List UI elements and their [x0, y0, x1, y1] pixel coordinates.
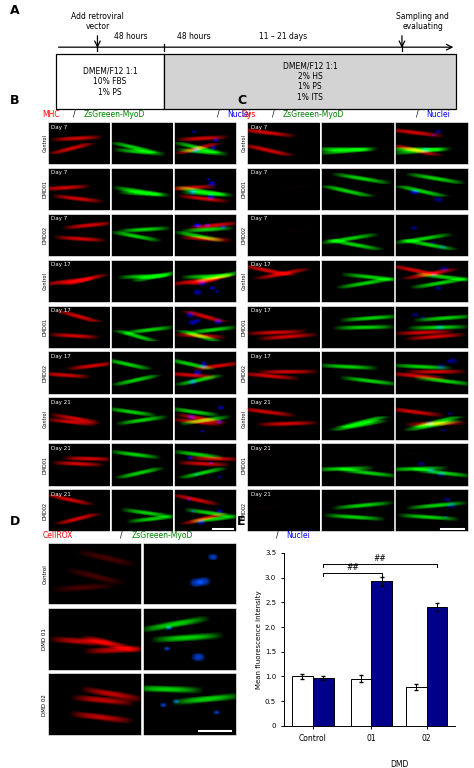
Bar: [313, 678, 334, 726]
Text: E: E: [237, 515, 246, 528]
Text: CellROX: CellROX: [43, 531, 73, 540]
Text: Day 21: Day 21: [251, 400, 271, 405]
Text: Day 17: Day 17: [251, 354, 271, 359]
Text: /: /: [73, 110, 76, 119]
Y-axis label: DMD01: DMD01: [242, 318, 246, 336]
Bar: [292, 677, 313, 726]
Text: Day 17: Day 17: [51, 354, 71, 359]
Y-axis label: DMD01: DMD01: [242, 456, 246, 474]
Y-axis label: Control: Control: [43, 564, 47, 584]
Bar: [351, 679, 372, 726]
Text: DMEM/F12 1:1
2% HS
1% PS
1% ITS: DMEM/F12 1:1 2% HS 1% PS 1% ITS: [283, 61, 337, 101]
Text: 48 hours: 48 hours: [177, 32, 210, 41]
Text: Dys: Dys: [242, 110, 256, 119]
Text: /: /: [273, 110, 275, 119]
Text: Nuclei: Nuclei: [287, 531, 310, 540]
Text: 11 – 21 days: 11 – 21 days: [259, 32, 307, 41]
Y-axis label: Control: Control: [242, 134, 246, 153]
Y-axis label: DMD02: DMD02: [43, 227, 47, 244]
Text: ##: ##: [374, 554, 386, 563]
Text: Day 7: Day 7: [51, 170, 67, 175]
Y-axis label: Control: Control: [242, 410, 246, 428]
Text: A: A: [9, 4, 19, 17]
Text: ZsGreeen-MyoD: ZsGreeen-MyoD: [283, 110, 344, 119]
Y-axis label: DMD02: DMD02: [242, 364, 246, 382]
Text: Sampling and
evaluating: Sampling and evaluating: [396, 12, 449, 31]
Y-axis label: DMD02: DMD02: [242, 502, 246, 520]
Y-axis label: DMD02: DMD02: [43, 502, 47, 520]
Bar: [406, 687, 427, 726]
Y-axis label: DMD01: DMD01: [242, 180, 246, 198]
Text: 48 hours: 48 hours: [114, 32, 147, 41]
Y-axis label: Control: Control: [43, 410, 47, 428]
Text: ZsGreeen-MyoD: ZsGreeen-MyoD: [83, 110, 145, 119]
Text: /: /: [275, 531, 278, 540]
Text: D: D: [9, 515, 20, 528]
Text: Day 21: Day 21: [251, 446, 271, 451]
Y-axis label: DMD02: DMD02: [242, 227, 246, 244]
Text: Day 17: Day 17: [251, 262, 271, 267]
Text: Day 7: Day 7: [51, 217, 67, 221]
Y-axis label: DMD01: DMD01: [43, 180, 47, 198]
Text: Day 7: Day 7: [251, 170, 267, 175]
Text: Nuclei: Nuclei: [426, 110, 450, 119]
Text: Day 17: Day 17: [51, 308, 71, 313]
FancyBboxPatch shape: [56, 55, 164, 109]
Text: C: C: [237, 94, 246, 107]
Text: Day 7: Day 7: [251, 124, 267, 130]
Y-axis label: DMD 01: DMD 01: [43, 628, 47, 650]
Text: Day 7: Day 7: [251, 217, 267, 221]
Text: Day 17: Day 17: [51, 262, 71, 267]
Text: Day 7: Day 7: [51, 124, 67, 130]
Y-axis label: DMD 02: DMD 02: [43, 694, 47, 716]
FancyBboxPatch shape: [164, 55, 456, 109]
Text: Day 21: Day 21: [251, 492, 271, 497]
Text: Add retroviral
vector: Add retroviral vector: [71, 12, 124, 31]
Y-axis label: Control: Control: [43, 273, 47, 290]
Text: Nuclei: Nuclei: [227, 110, 251, 119]
Text: ##: ##: [346, 563, 359, 571]
Text: ZsGreeen-MyoD: ZsGreeen-MyoD: [131, 531, 193, 540]
Text: Day 21: Day 21: [51, 446, 71, 451]
Text: B: B: [9, 94, 19, 107]
Text: /: /: [217, 110, 219, 119]
Y-axis label: DMD01: DMD01: [43, 318, 47, 336]
Text: DMEM/F12 1:1
10% FBS
1% PS: DMEM/F12 1:1 10% FBS 1% PS: [82, 67, 137, 97]
Y-axis label: Control: Control: [43, 134, 47, 153]
Text: Day 21: Day 21: [51, 400, 71, 405]
Y-axis label: DMD01: DMD01: [43, 456, 47, 474]
Y-axis label: Mean fluorescence intensity: Mean fluorescence intensity: [256, 590, 262, 689]
Bar: [427, 607, 447, 726]
Bar: [372, 581, 392, 726]
Text: Day 17: Day 17: [251, 308, 271, 313]
Y-axis label: Control: Control: [242, 273, 246, 290]
Text: MHC: MHC: [43, 110, 60, 119]
Y-axis label: DMD02: DMD02: [43, 364, 47, 382]
Text: /: /: [120, 531, 123, 540]
Text: /: /: [416, 110, 419, 119]
Text: DMD: DMD: [390, 760, 408, 768]
Text: Day 21: Day 21: [51, 492, 71, 497]
